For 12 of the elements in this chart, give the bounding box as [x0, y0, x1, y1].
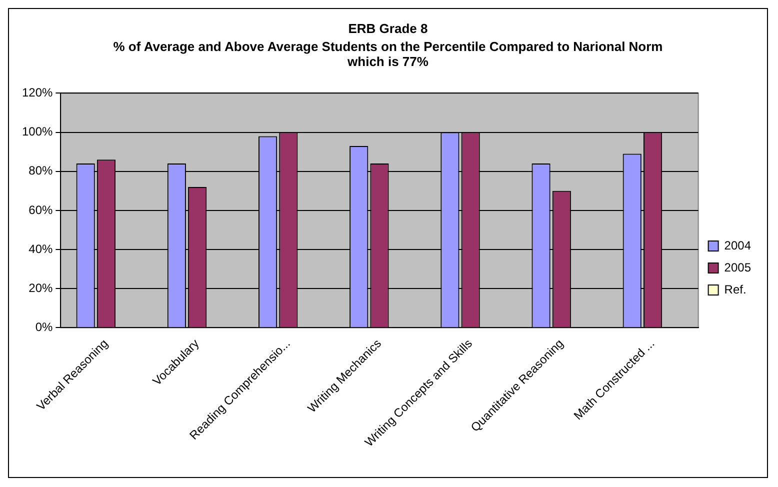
y-tick-label: 40% [28, 242, 54, 256]
y-tick-label: 0% [35, 320, 54, 334]
y-tick-label: 80% [28, 164, 54, 178]
legend-label: Ref. [724, 282, 746, 296]
y-tick-label: 20% [28, 280, 54, 295]
legend-label: 2004 [724, 238, 752, 252]
y-tick-label: 60% [28, 202, 54, 217]
chart-subtitle: % of Average and Above Average Students on the Percentile Compared to Narional Norm which is 77% [112, 39, 664, 69]
legend-label: 2005 [724, 260, 752, 274]
y-tick-label: 100% [22, 124, 54, 139]
y-tick-label: 120% [22, 86, 54, 100]
chart-title: ERB Grade 8 [347, 21, 429, 36]
